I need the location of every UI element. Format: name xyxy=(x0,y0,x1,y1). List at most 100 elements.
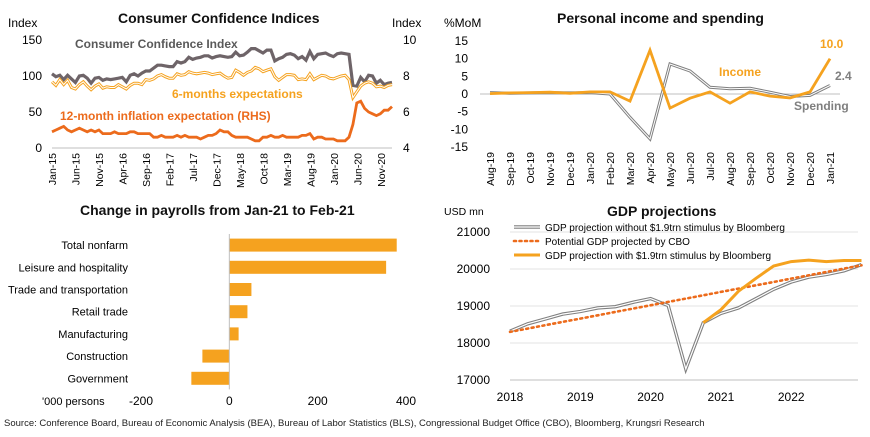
y-tick-label: 17000 xyxy=(457,373,491,387)
x-tick-label: Oct-20 xyxy=(765,152,777,184)
y-tick-label-left: 100 xyxy=(22,69,42,83)
gdp-panel: GDP projections USD mn 21000 20000 19000 180… xyxy=(432,200,870,415)
x-tick-label: Aug-20 xyxy=(725,152,737,186)
y-tick-label: -15 xyxy=(451,140,469,154)
series-line-gdp-with-stimulus xyxy=(702,258,862,324)
x-tick-label: Aug-19 xyxy=(485,152,497,186)
y-tick-label: 10 xyxy=(455,52,469,66)
bar-category-label: Leisure and hospitality xyxy=(19,262,129,274)
bar xyxy=(202,349,230,363)
x-tick-label: Apr-16 xyxy=(117,153,129,185)
chart-title: GDP projections xyxy=(607,203,717,219)
x-tick-label: Jun-20 xyxy=(685,152,697,184)
x-tick-label: 2020 xyxy=(637,390,664,404)
bar-category-label: Total nonfarm xyxy=(61,240,128,252)
data-label-income-last: 10.0 xyxy=(820,37,844,51)
x-tick-label: May-18 xyxy=(235,153,247,188)
y-tick-label: -5 xyxy=(457,105,468,119)
y-tick-label: 18000 xyxy=(457,336,491,350)
bar xyxy=(229,305,248,319)
series-line-gdp-without-stimulus xyxy=(509,262,863,375)
y-axis-left-label: Index xyxy=(8,16,37,30)
payrolls-panel: Change in payrolls from Jan-21 to Feb-21… xyxy=(0,200,430,415)
series-line-income xyxy=(489,46,832,111)
legend-label: GDP projection without $1.9trn stimulus … xyxy=(545,223,785,234)
legend-label: Potential GDP projected by CBO xyxy=(545,237,690,248)
y-tick-label: -10 xyxy=(451,122,469,136)
bar xyxy=(229,327,239,341)
x-tick-label: Jul-20 xyxy=(705,152,717,181)
y-tick-label-right: 4 xyxy=(403,141,410,155)
y-tick-label-right: 10 xyxy=(403,33,417,47)
y-tick-label-right: 8 xyxy=(403,69,410,83)
x-tick-label: Jul-17 xyxy=(188,153,200,182)
series-line-potential-gdp-cbo xyxy=(508,264,863,334)
y-axis-label: %MoM xyxy=(444,16,481,30)
bar-category-label: Trade and transportation xyxy=(8,285,128,297)
x-tick-label: Nov-20 xyxy=(785,152,797,186)
y-axis-label: USD mn xyxy=(444,206,484,218)
x-tick-label: Oct-19 xyxy=(525,152,537,184)
bar-category-label: Construction xyxy=(66,351,128,363)
y-tick-label: 21000 xyxy=(457,225,491,239)
bar-category-label: Manufacturing xyxy=(58,329,128,341)
x-tick-label: Jun-20 xyxy=(352,153,364,185)
x-tick-label: Sep-16 xyxy=(141,153,153,187)
x-tick-label: Sep-19 xyxy=(505,152,517,186)
bar xyxy=(191,371,230,385)
x-tick-label: Mar-19 xyxy=(282,153,294,186)
annotation-inflation-expectation: 12-month inflation expectation (RHS) xyxy=(60,109,271,123)
x-tick-label: Dec-17 xyxy=(211,153,223,187)
y-tick-label-left: 50 xyxy=(29,105,43,119)
personal-income-panel: Personal income and spending %MoM 15 10 5 0 -… xyxy=(432,0,870,200)
x-tick-label: Nov-19 xyxy=(545,152,557,186)
chart-title: Personal income and spending xyxy=(557,10,764,26)
series-line-inflation-expectation xyxy=(51,99,393,143)
y-tick-label: 19000 xyxy=(457,299,491,313)
annotation-consumer-confidence-index: Consumer Confidence Index xyxy=(75,37,238,51)
annotation-6-months-expectations: 6-months expectations xyxy=(172,87,303,101)
x-tick-label: Nov-20 xyxy=(376,153,388,187)
bar xyxy=(229,283,252,296)
x-tick-label: Nov-15 xyxy=(94,153,106,187)
y-tick-label: 0 xyxy=(461,87,468,101)
legend-label: GDP projection with $1.9trn stimulus by … xyxy=(545,251,771,262)
payrolls-chart: Total nonfarm Leisure and hospitality Trad… xyxy=(8,234,416,408)
x-tick-label: Aug-19 xyxy=(305,153,317,187)
x-tick-label: Apr-20 xyxy=(645,152,657,184)
gdp-chart: USD mn 21000 20000 19000 18000 17000 2018 2019 2… xyxy=(444,206,863,404)
consumer-confidence-chart: Index Index 0 50 100 150 4 6 8 10 Jan-15 Jun-15 Nov-… xyxy=(8,16,421,188)
annotation-spending: Spending xyxy=(794,99,849,113)
x-tick-label: 0 xyxy=(226,394,233,408)
y-tick-label-left: 150 xyxy=(22,33,42,47)
x-tick-label: 2021 xyxy=(708,390,735,404)
x-tick-label: -200 xyxy=(129,394,153,408)
x-tick-label: Dec-19 xyxy=(565,152,577,186)
series-line-consumer-confidence-index xyxy=(51,47,393,88)
source-note: Source: Conference Board, Bureau of Econ… xyxy=(4,418,705,429)
y-tick-label: 20000 xyxy=(457,262,491,276)
y-tick-label: 5 xyxy=(461,69,468,83)
bar xyxy=(229,260,387,274)
chart-title: Consumer Confidence Indices xyxy=(118,10,320,26)
x-tick-label: Oct-18 xyxy=(258,153,270,185)
consumer-confidence-panel: Consumer Confidence Indices Index Index 0 5… xyxy=(0,0,430,200)
y-tick-label-left: 0 xyxy=(35,141,42,155)
x-tick-label: Feb-17 xyxy=(164,153,176,186)
x-tick-label: Jan-15 xyxy=(47,153,59,185)
x-tick-label: 2019 xyxy=(567,390,594,404)
annotation-income: Income xyxy=(719,65,761,79)
y-axis-right-label: Index xyxy=(392,16,421,30)
personal-income-chart: %MoM 15 10 5 0 -5 -10 -15 Aug-19 Sep-19 Oct-19 Nov-… xyxy=(444,16,852,187)
bar-category-label: Government xyxy=(67,373,128,385)
x-tick-label: Sep-20 xyxy=(745,152,757,186)
series-line-6-months-expectations-inner xyxy=(51,66,393,99)
bar-category-label: Retail trade xyxy=(72,307,128,319)
x-axis-label: '000 persons xyxy=(42,396,105,408)
bar xyxy=(229,238,397,252)
x-tick-label: Feb-20 xyxy=(605,152,617,185)
x-tick-label: 400 xyxy=(396,394,416,408)
x-tick-label: Jan-20 xyxy=(329,153,341,185)
data-label-spending-last: 2.4 xyxy=(835,69,852,83)
x-tick-label: Dec-20 xyxy=(805,152,817,186)
